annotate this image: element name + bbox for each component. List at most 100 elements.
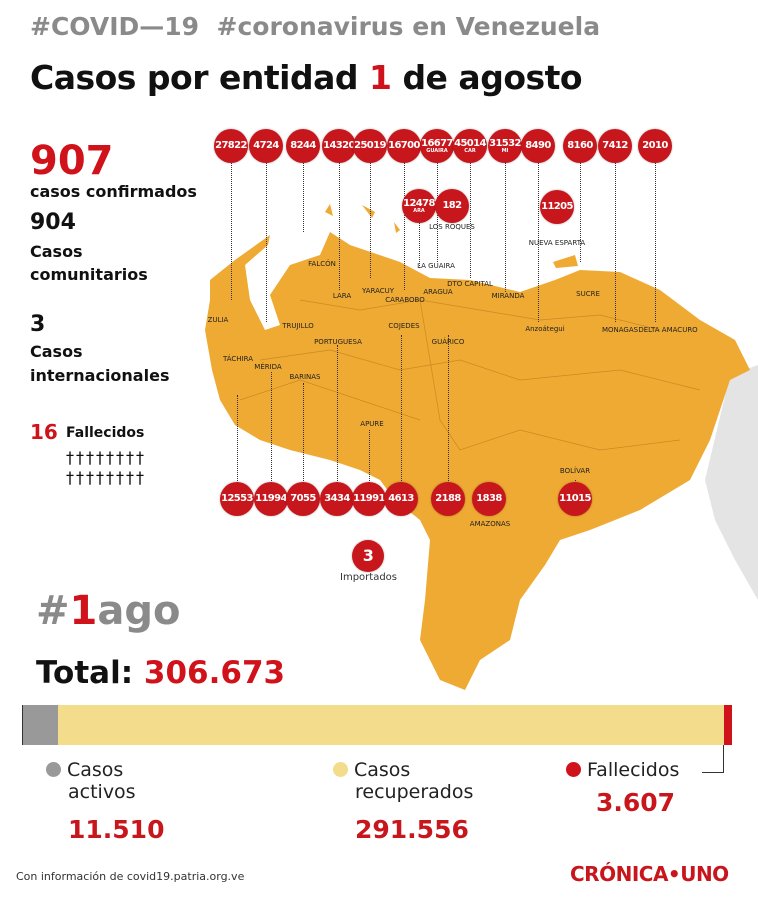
state-label: GUÁRICO [431, 338, 465, 346]
state-pin: 11991 [352, 482, 386, 516]
imported-label: Importados [340, 572, 397, 583]
pin-abbrev: ARA [413, 207, 425, 214]
gray-dot-icon [46, 762, 61, 777]
state-label: PORTUGUESA [314, 338, 362, 346]
state-label: SUCRE [576, 290, 600, 298]
pin-leader-line [419, 206, 420, 268]
pin-leader-line [237, 395, 238, 499]
map-shape [205, 232, 750, 690]
title-prefix: Casos por entidad [30, 58, 358, 97]
pin-value: 1838 [476, 493, 502, 504]
hash-sign: # [36, 588, 70, 634]
legend-deaths: Fallecidos [566, 759, 680, 782]
state-label: COJEDES [388, 322, 420, 330]
page-title: Casos por entidad 1 de agosto [30, 58, 583, 97]
hashtag-month: ago [97, 588, 181, 634]
state-label: TRUJILLO [282, 322, 314, 330]
state-pin: 16677 GUAIRA [420, 129, 454, 163]
state-pin: 7412 [598, 129, 632, 163]
pin-value: 11015 [559, 493, 591, 504]
deaths-total-label: Fallecidos [587, 759, 680, 781]
state-label: BARINAS [289, 373, 321, 381]
state-pin: 1838 [472, 482, 506, 516]
state-pin: 16700 [387, 129, 421, 163]
legend-connector-line [702, 772, 724, 773]
recovered-value: 291.556 [355, 815, 469, 844]
pin-value: 16677 [421, 137, 453, 149]
state-pin: 8244 [286, 129, 320, 163]
state-pin: 27822 [214, 129, 248, 163]
pin-leader-line [231, 146, 232, 300]
confirmed-label: casos confirmados [30, 182, 197, 201]
neighbor-country-shape [705, 365, 758, 600]
pin-value: 12553 [221, 493, 253, 504]
pin-value: 25019 [354, 140, 386, 151]
pin-value: 16700 [388, 140, 420, 151]
state-label: ARAGUA [423, 288, 453, 296]
source-note: Con información de covid19.patria.org.ve [16, 870, 245, 883]
cases-stacked-bar [22, 705, 732, 745]
pin-value: 14320 [323, 140, 355, 151]
state-label: TÁCHIRA [223, 355, 253, 363]
pin-value: 11205 [541, 201, 573, 212]
pin-leader-line [470, 146, 471, 278]
deaths-label: Fallecidos [66, 425, 145, 441]
international-label-2: internacionales [30, 366, 170, 385]
hashtag-coronavirus: #coronavirus en Venezuela [216, 12, 601, 41]
state-pin: 12553 [220, 482, 254, 516]
hashtags: #COVID—19 #coronavirus en Venezuela [30, 12, 600, 41]
state-label: AMAZONAS [469, 520, 511, 528]
pin-value: 2188 [435, 493, 461, 504]
state-pin: 11205 [540, 190, 574, 224]
pin-leader-line [303, 383, 304, 499]
date-hashtag: #1ago [36, 588, 180, 634]
state-label: MONAGAS [601, 326, 639, 334]
pin-leader-line [303, 146, 304, 232]
state-pin: 8490 [521, 129, 555, 163]
state-label: ZULIA [207, 316, 229, 324]
legend-connector-vertical [723, 745, 724, 773]
community-label-2: comunitarios [30, 265, 148, 284]
hashtag-day: 1 [69, 588, 98, 634]
pin-value: 7055 [290, 493, 316, 504]
deaths-count: 16 [30, 420, 58, 444]
pin-leader-line [615, 146, 616, 322]
cronica-uno-logo: CRÓNICA•UNO [570, 862, 729, 886]
pin-abbrev: CAR [464, 147, 476, 154]
pin-value: 31532 [489, 137, 521, 149]
confirmed-count: 907 [30, 138, 114, 184]
state-label: DTO CAPITAL [447, 280, 493, 288]
state-pin: 2010 [638, 129, 672, 163]
pin-value: 11994 [255, 493, 287, 504]
total-row: Total: 306.673 [36, 655, 285, 691]
state-label: LARA [332, 292, 352, 300]
pin-value: 27822 [215, 140, 247, 151]
active-value: 11.510 [68, 815, 165, 844]
state-pin: 4724 [249, 129, 283, 163]
recovered-label-2: recuperados [355, 780, 474, 803]
state-label: Anzoátegui [525, 325, 565, 333]
red-dot-icon [566, 762, 581, 777]
state-pin: 25019 [353, 129, 387, 163]
active-label-2: activos [68, 780, 136, 803]
state-pin: 8160 [563, 129, 597, 163]
bar-segment-active [23, 705, 59, 745]
state-label: MIRANDA [491, 292, 525, 300]
state-pin: 11994 [254, 482, 288, 516]
total-label: Total: [36, 655, 134, 691]
pin-value: 8160 [567, 140, 593, 151]
title-day: 1 [368, 58, 392, 97]
pin-leader-line [580, 146, 581, 262]
state-pin: 7055 [286, 482, 320, 516]
pin-value: 12478 [403, 197, 435, 209]
pin-leader-line [337, 345, 338, 499]
pin-value: 4724 [253, 140, 279, 151]
state-label: FALCÓN [308, 260, 336, 268]
death-crosses-row-1: †††††††† [66, 448, 146, 467]
pin-leader-line [271, 372, 272, 499]
pin-value: 11991 [353, 493, 385, 504]
international-label-1: Casos [30, 342, 83, 361]
state-pin: 14320 [322, 129, 356, 163]
community-count: 904 [30, 210, 76, 235]
